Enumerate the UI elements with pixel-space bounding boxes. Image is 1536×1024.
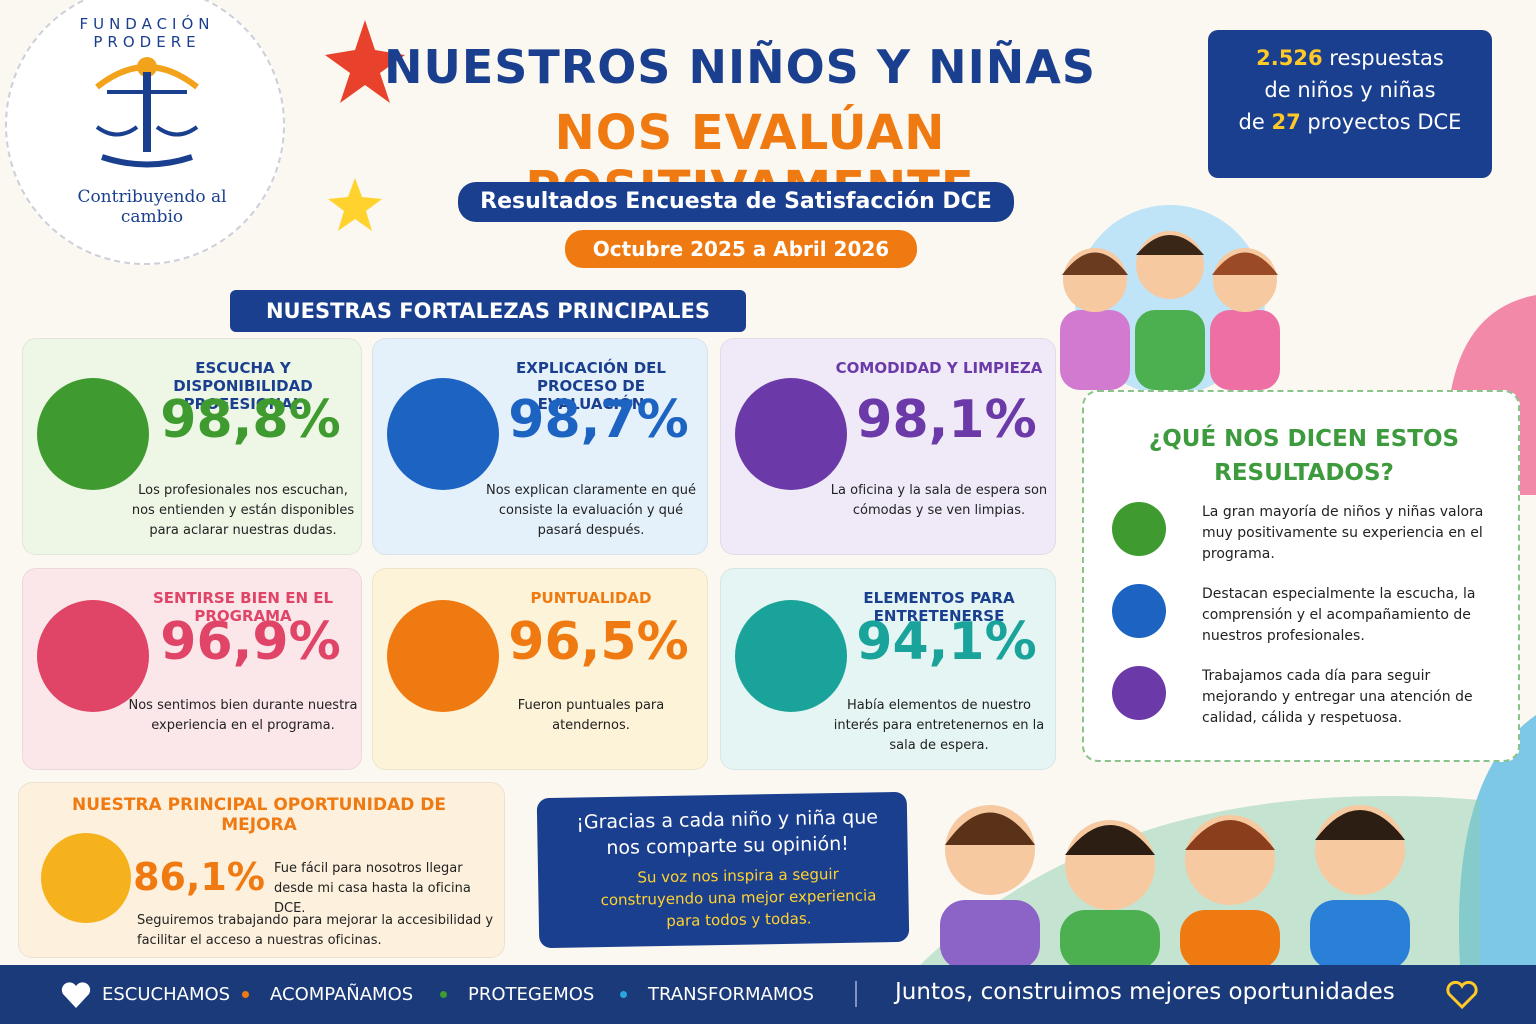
strength-card: ELEMENTOS PARA ENTRETENERSE 94,1% Había el… — [720, 568, 1056, 770]
summary-line: de 27 proyectos DCE — [1208, 106, 1492, 138]
strength-card: PUNTUALIDAD 96,5% Fueron puntuales para at… — [372, 568, 708, 770]
decor-star — [328, 178, 382, 231]
summary-box: 2.526 respuestas de niños y niñas de 27 … — [1208, 30, 1492, 178]
strength-card: SENTIRSE BIEN EN EL PROGRAMA 96,9% Nos sen… — [22, 568, 362, 770]
card-icon — [735, 377, 847, 490]
insight-icon — [1112, 666, 1166, 720]
projects-pre: de — [1238, 110, 1265, 134]
projects-label: proyectos DCE — [1307, 110, 1462, 134]
card-icon — [735, 600, 847, 712]
card-text: Nos explican claramente en qué consiste … — [485, 483, 697, 538]
heart-icon — [1446, 981, 1478, 1009]
insight-text: Destacan especialmente la escucha, la co… — [1202, 586, 1476, 644]
card-title: ELEMENTOS PARA ENTRETENERSE — [863, 589, 1015, 625]
logo-emblem — [95, 57, 199, 168]
improvement-card: NUESTRA PRINCIPAL OPORTUNIDAD DE MEJORA … — [18, 782, 505, 958]
card-icon — [37, 377, 149, 490]
footer-value: ACOMPAÑAMOS — [270, 984, 414, 1005]
insight-icon — [1112, 502, 1166, 556]
heart-icon — [61, 982, 91, 1008]
thanks-text: Su voz nos inspira a seguir construyendo… — [600, 864, 877, 930]
card-value: 98,7% — [508, 389, 689, 450]
card-text: Nos sentimos bien durante nuestra experi… — [128, 698, 358, 733]
improvement-title: NUESTRA PRINCIPAL OPORTUNIDAD DE MEJORA — [71, 795, 447, 835]
card-text: La oficina y la sala de espera son cómod… — [830, 483, 1048, 518]
card-value: 94,1% — [856, 612, 1037, 672]
period: Octubre 2025 a Abril 2026 — [565, 230, 917, 268]
logo-name: FUNDACIÓN PRODERE — [79, 15, 215, 51]
kids-illustration — [1060, 205, 1280, 390]
strength-card: EXPLICACIÓN DEL PROCESO DE EVALUACIÓN 98,… — [372, 338, 708, 555]
thanks-title: ¡Gracias a cada niño y niña que nos comp… — [576, 806, 879, 860]
card-icon — [387, 377, 499, 490]
footer: ESCUCHAMOS ACOMPAÑAMOS PROTEGEMOS TRANSFORM… — [0, 965, 1536, 1024]
separator-dot — [620, 991, 627, 998]
summary-line: de niños y niñas — [1264, 78, 1436, 102]
card-icon — [37, 600, 149, 712]
card-value: 96,9% — [160, 612, 341, 672]
logo: FUNDACIÓN PRODERE Contribuyendo al cambi… — [5, 0, 285, 265]
decor-star — [325, 20, 405, 103]
card-title: EXPLICACIÓN DEL PROCESO DE EVALUACIÓN — [516, 359, 666, 413]
footer-motto: Juntos, construimos mejores oportunidade… — [895, 979, 1395, 1005]
title-line-1: NUESTROS NIÑOS Y NIÑAS — [384, 40, 1096, 94]
strength-card: COMODIDAD Y LIMPIEZA 98,1% La oficina y la… — [720, 338, 1056, 555]
improvement-value: 86,1% — [133, 855, 265, 899]
card-title: COMODIDAD Y LIMPIEZA — [835, 359, 1043, 377]
card-text: Los profesionales nos escuchan, nos enti… — [131, 483, 355, 538]
card-text: Había elementos de nuestro interés para … — [833, 698, 1045, 753]
improvement-text: Fue fácil para nosotros llegar desde mi … — [274, 861, 471, 916]
card-title: SENTIRSE BIEN EN EL PROGRAMA — [152, 589, 334, 625]
responses-count: 2.526 — [1256, 46, 1323, 70]
insight-text: Trabajamos cada día para seguir mejorand… — [1202, 668, 1473, 726]
card-value: 98,1% — [856, 389, 1037, 450]
insights-title: ¿QUÉ NOS DICEN ESTOS RESULTADOS? — [1148, 426, 1460, 486]
strength-card: ESCUCHA Y DISPONIBILIDAD PROFESIONAL 98,8… — [22, 338, 362, 555]
separator-dot — [242, 991, 249, 998]
card-icon — [387, 600, 499, 712]
signpost-icon — [41, 833, 131, 923]
card-text: Fueron puntuales para atendernos. — [517, 698, 665, 733]
card-value: 98,8% — [160, 389, 341, 450]
insight-text: La gran mayoría de niños y niñas valora … — [1202, 504, 1484, 562]
separator-dot — [440, 991, 447, 998]
summary-line: 2.526 respuestas — [1208, 42, 1492, 74]
insights-box: ¿QUÉ NOS DICEN ESTOS RESULTADOS? La gran… — [1082, 390, 1520, 762]
divider — [855, 981, 857, 1007]
kids-illustration — [920, 796, 1480, 965]
subtitle: Resultados Encuesta de Satisfacción DCE — [458, 182, 1014, 222]
section-heading: NUESTRAS FORTALEZAS PRINCIPALES — [230, 290, 746, 332]
card-title: ESCUCHA Y DISPONIBILIDAD PROFESIONAL — [173, 359, 313, 413]
responses-label: respuestas — [1329, 46, 1444, 70]
insight-icon — [1112, 584, 1166, 638]
footer-value: ESCUCHAMOS — [102, 984, 231, 1005]
thanks-box: ¡Gracias a cada niño y niña que nos comp… — [536, 791, 910, 949]
projects-count: 27 — [1271, 110, 1301, 134]
footer-value: TRANSFORMAMOS — [648, 984, 814, 1005]
footer-value: PROTEGEMOS — [468, 984, 595, 1005]
logo-tagline: Contribuyendo al cambio — [77, 187, 227, 227]
card-title: PUNTUALIDAD — [530, 589, 652, 607]
card-value: 96,5% — [508, 612, 689, 672]
improvement-followup: Seguiremos trabajando para mejorar la ac… — [137, 913, 494, 948]
